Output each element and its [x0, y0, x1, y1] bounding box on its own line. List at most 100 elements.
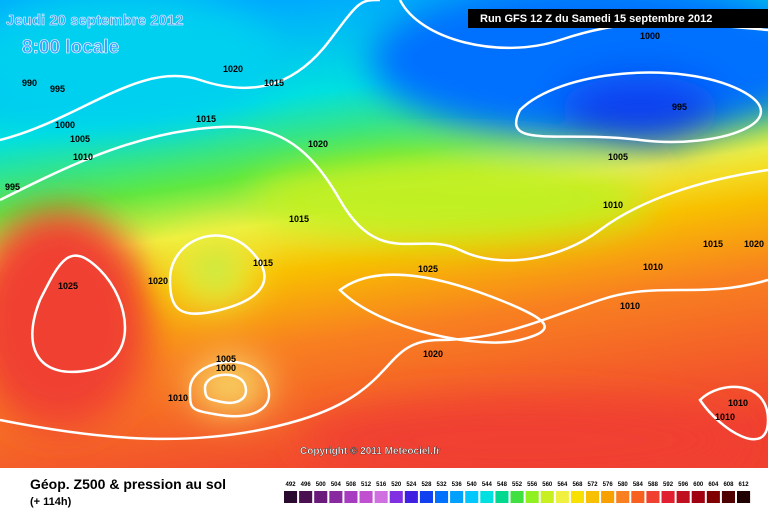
legend-label: 508 — [346, 482, 357, 488]
legend-swatch — [616, 491, 630, 503]
isobar-label: 1005 — [216, 354, 236, 364]
legend-swatch — [299, 491, 313, 503]
legend-label: 540 — [467, 482, 478, 488]
isobar-label: 1010 — [603, 200, 623, 210]
legend-label: 580 — [618, 482, 629, 488]
isobar-label: 1010 — [715, 412, 735, 422]
isobar-label: 1000 — [640, 31, 660, 41]
isobar-label: 1000 — [55, 120, 75, 130]
isobar-label: 1005 — [70, 134, 90, 144]
legend-label: 592 — [663, 482, 674, 488]
isobar-label: 1000 — [216, 363, 236, 373]
legend-label: 608 — [723, 482, 734, 488]
legend-label: 572 — [588, 482, 599, 488]
legend-swatch — [631, 491, 645, 503]
copyright: Copyright © 2011 Meteociel.fr — [300, 446, 440, 457]
legend-label: 564 — [557, 482, 568, 488]
isobars — [0, 0, 768, 439]
isobar-label: 990 — [22, 78, 37, 88]
map-background — [0, 0, 768, 480]
isobar-label: 995 — [672, 102, 687, 112]
legend-swatch — [419, 491, 433, 503]
legend-label: 516 — [376, 482, 387, 488]
isobar-label: 1010 — [728, 398, 748, 408]
legend-label: 548 — [497, 482, 508, 488]
legend-swatch — [586, 491, 600, 503]
legend-swatch — [540, 491, 554, 503]
legend-label: 576 — [603, 482, 614, 488]
legend-label: 528 — [421, 482, 432, 488]
legend-swatch — [465, 491, 479, 503]
legend-swatch — [721, 491, 735, 503]
legend-swatch — [495, 491, 509, 503]
isobar-label: 1010 — [643, 262, 663, 272]
isobar-label: 1020 — [423, 349, 443, 359]
legend-label: 500 — [316, 482, 327, 488]
isobar-label: 1025 — [58, 281, 78, 291]
isobar-label: 1015 — [289, 214, 309, 224]
legend-label: 544 — [482, 482, 493, 488]
forecast-date: Jeudi 20 septembre 2012 — [6, 12, 184, 29]
legend-swatch — [359, 491, 373, 503]
legend-swatch — [329, 491, 343, 503]
legend-swatch — [374, 491, 388, 503]
legend-label: 496 — [301, 482, 312, 488]
legend-label: 568 — [572, 482, 583, 488]
legend-swatch — [706, 491, 720, 503]
legend-swatch — [691, 491, 705, 503]
forecast-time: 8:00 locale — [22, 37, 119, 58]
legend-swatch — [676, 491, 690, 503]
legend-label: 560 — [542, 482, 553, 488]
legend-swatch — [435, 491, 449, 503]
isobar-label: 1020 — [148, 276, 168, 286]
isobar-label: 1005 — [608, 152, 628, 162]
legend-swatch — [570, 491, 584, 503]
legend-swatch — [555, 491, 569, 503]
footer-title: Géop. Z500 & pression au sol — [30, 476, 226, 492]
isobar-label: 995 — [5, 182, 20, 192]
legend: 492 496 500 504 508 512 516 520 524 528 532 536 540 5… — [284, 482, 751, 503]
legend-swatch — [314, 491, 328, 503]
isobar-labels: 9909951000100510109951020101510151020101… — [5, 31, 764, 422]
legend-swatch — [525, 491, 539, 503]
legend-swatch — [737, 491, 751, 503]
isobar-label: 1025 — [418, 264, 438, 274]
legend-swatch — [284, 491, 298, 503]
legend-swatch — [646, 491, 660, 503]
run-info: Run GFS 12 Z du Samedi 15 septembre 2012 — [480, 13, 712, 25]
legend-label: 604 — [708, 482, 719, 488]
isobar-label: 1015 — [703, 239, 723, 249]
legend-label: 600 — [693, 482, 704, 488]
isobar-label: 1020 — [308, 139, 328, 149]
legend-swatch — [601, 491, 615, 503]
run-banner — [468, 9, 768, 28]
legend-swatch — [661, 491, 675, 503]
legend-label: 520 — [391, 482, 402, 488]
legend-label: 588 — [648, 482, 659, 488]
isobar-label: 1015 — [253, 258, 273, 268]
footer-lead: (+ 114h) — [30, 496, 72, 508]
legend-label: 492 — [286, 482, 297, 488]
legend-swatch — [344, 491, 358, 503]
legend-label: 532 — [437, 482, 448, 488]
isobar-label: 1010 — [168, 393, 188, 403]
legend-label: 556 — [527, 482, 538, 488]
legend-label: 596 — [678, 482, 689, 488]
legend-swatch — [480, 491, 494, 503]
isobar-label: 1010 — [620, 301, 640, 311]
legend-swatch — [510, 491, 524, 503]
isobar-label: 1020 — [744, 239, 764, 249]
isobar-label: 1010 — [73, 152, 93, 162]
legend-label: 512 — [361, 482, 372, 488]
isobar-label: 1015 — [196, 114, 216, 124]
footer — [0, 468, 768, 512]
isobar-label: 1015 — [264, 78, 284, 88]
legend-label: 552 — [512, 482, 523, 488]
legend-label: 536 — [452, 482, 463, 488]
legend-swatch — [404, 491, 418, 503]
isobar-label: 995 — [50, 84, 65, 94]
legend-label: 612 — [739, 482, 750, 488]
legend-label: 584 — [633, 482, 644, 488]
isobar-label: 1020 — [223, 64, 243, 74]
